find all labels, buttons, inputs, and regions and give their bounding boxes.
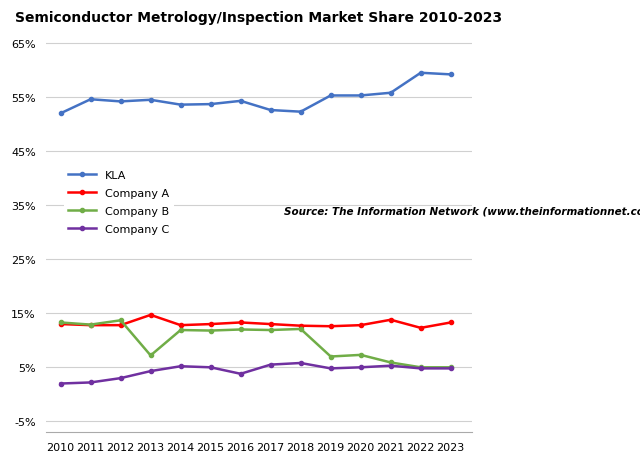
Company A — [387, 317, 395, 323]
Company A — [267, 322, 275, 327]
Company B — [327, 354, 335, 359]
Company C — [87, 380, 95, 385]
KLA — [87, 97, 95, 103]
Company C — [57, 381, 65, 387]
Line: KLA: KLA — [58, 71, 453, 116]
Text: Source: The Information Network (www.theinformationnet.com): Source: The Information Network (www.the… — [284, 206, 640, 216]
Title: Semiconductor Metrology/Inspection Market Share 2010-2023: Semiconductor Metrology/Inspection Marke… — [15, 11, 502, 25]
Company B — [147, 353, 154, 358]
Company B — [207, 328, 214, 334]
KLA — [297, 110, 305, 115]
Company A — [447, 320, 454, 325]
Company A — [116, 323, 124, 328]
Company C — [387, 363, 395, 369]
Company B — [177, 327, 184, 333]
Company B — [387, 360, 395, 365]
Company C — [417, 366, 424, 371]
Company C — [297, 360, 305, 366]
Company C — [327, 366, 335, 371]
Company C — [116, 375, 124, 381]
Company B — [57, 320, 65, 325]
KLA — [387, 91, 395, 96]
KLA — [237, 99, 244, 105]
Company B — [87, 322, 95, 328]
Company B — [357, 352, 365, 358]
Company C — [237, 371, 244, 377]
Company B — [267, 327, 275, 333]
Company A — [147, 313, 154, 318]
Legend: KLA, Company A, Company B, Company C: KLA, Company A, Company B, Company C — [64, 166, 173, 238]
KLA — [327, 94, 335, 99]
Company B — [237, 327, 244, 332]
Company A — [297, 323, 305, 329]
Company A — [177, 323, 184, 328]
KLA — [177, 103, 184, 108]
Company B — [297, 326, 305, 332]
Company C — [267, 362, 275, 368]
KLA — [357, 94, 365, 99]
Line: Company B: Company B — [58, 319, 453, 369]
KLA — [417, 71, 424, 76]
Company A — [57, 322, 65, 327]
Company A — [207, 322, 214, 327]
Company C — [147, 369, 154, 374]
Company A — [417, 325, 424, 331]
Company B — [116, 318, 124, 323]
Company C — [447, 366, 454, 371]
Company C — [357, 365, 365, 370]
Company C — [177, 363, 184, 369]
KLA — [147, 98, 154, 103]
Line: Company A: Company A — [58, 313, 453, 330]
Company C — [207, 365, 214, 370]
Company A — [237, 320, 244, 325]
Company A — [327, 324, 335, 329]
KLA — [267, 108, 275, 113]
KLA — [447, 72, 454, 78]
Company A — [87, 323, 95, 328]
Company A — [357, 323, 365, 328]
Company B — [447, 365, 454, 370]
KLA — [207, 102, 214, 108]
Line: Company C: Company C — [58, 361, 453, 386]
KLA — [116, 100, 124, 105]
KLA — [57, 111, 65, 117]
Company B — [417, 365, 424, 370]
